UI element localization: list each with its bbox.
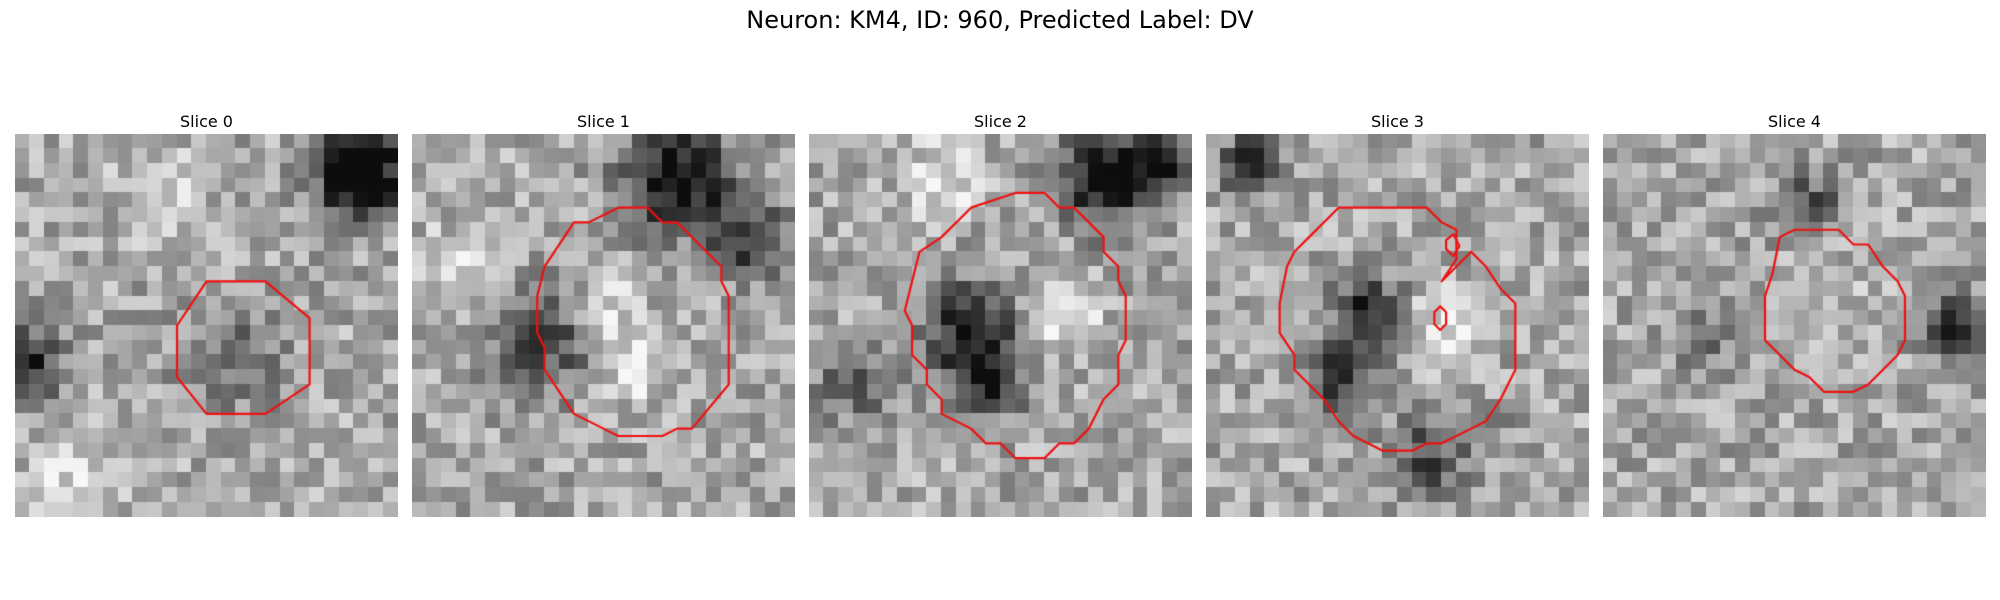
slice-image-4 bbox=[1603, 134, 1986, 517]
slice-image-1 bbox=[412, 134, 795, 517]
slice-panel-0: Slice 0 bbox=[15, 110, 398, 517]
figure-title: Neuron: KM4, ID: 960, Predicted Label: D… bbox=[0, 6, 2000, 34]
slice-title-4: Slice 4 bbox=[1603, 110, 1986, 134]
slice-title-0: Slice 0 bbox=[15, 110, 398, 134]
slice-title-1: Slice 1 bbox=[412, 110, 795, 134]
slice-panel-3: Slice 3 bbox=[1206, 110, 1589, 517]
slice-image-3 bbox=[1206, 134, 1589, 517]
slice-panel-2: Slice 2 bbox=[809, 110, 1192, 517]
slice-image-0 bbox=[15, 134, 398, 517]
slice-title-3: Slice 3 bbox=[1206, 110, 1589, 134]
slice-panel-1: Slice 1 bbox=[412, 110, 795, 517]
slice-panel-4: Slice 4 bbox=[1603, 110, 1986, 517]
slice-image-2 bbox=[809, 134, 1192, 517]
slice-title-2: Slice 2 bbox=[809, 110, 1192, 134]
